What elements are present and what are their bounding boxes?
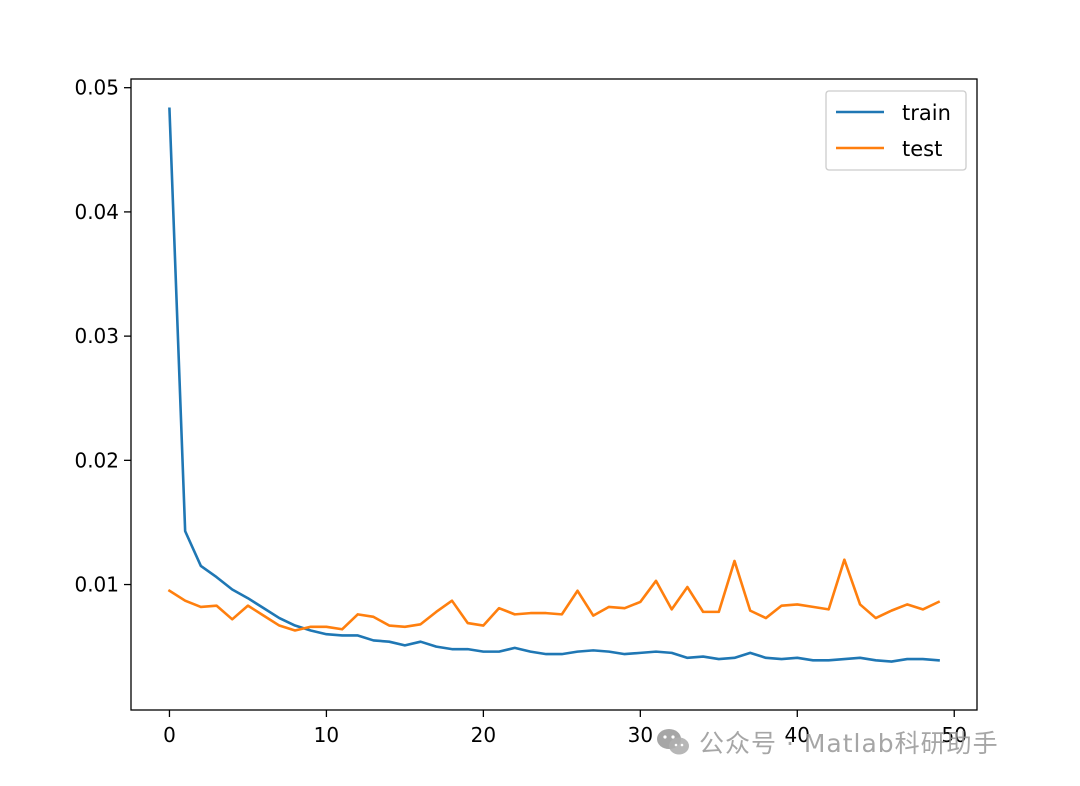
axes-frame [130, 78, 978, 711]
y-tick-label: 0.01 [74, 573, 119, 597]
x-tick-label: 40 [785, 723, 810, 747]
y-tick-label: 0.05 [74, 76, 119, 100]
x-axis: 0 10 20 30 40 50 [163, 710, 967, 747]
series-layer [167, 107, 941, 663]
y-axis: 0.01 0.02 0.03 0.04 0.05 [74, 76, 131, 597]
plot-area [130, 78, 978, 711]
y-tick-label: 0.02 [74, 448, 119, 472]
legend-label-test: test [902, 137, 942, 161]
x-tick-label: 10 [314, 723, 339, 747]
legend-label-train: train [902, 101, 951, 125]
y-tick-label: 0.04 [74, 200, 119, 224]
series-line-test [167, 558, 941, 632]
y-tick-label: 0.03 [74, 324, 119, 348]
x-tick-label: 50 [942, 723, 967, 747]
x-tick-label: 20 [471, 723, 496, 747]
x-tick-label: 0 [163, 723, 176, 747]
watermark-text: 公众号 · Matlab科研助手 [699, 729, 999, 758]
series-line-train [168, 107, 940, 663]
wechat-icon [657, 729, 689, 755]
x-tick-label: 30 [628, 723, 653, 747]
watermark: 公众号 · Matlab科研助手 [655, 724, 999, 760]
legend: train test [825, 90, 967, 171]
